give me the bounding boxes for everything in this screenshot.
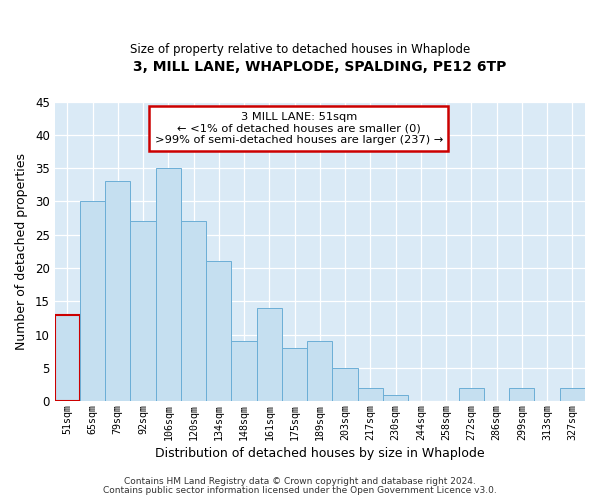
Text: Contains HM Land Registry data © Crown copyright and database right 2024.: Contains HM Land Registry data © Crown c… [124,477,476,486]
Bar [80,202,105,402]
Text: Contains public sector information licensed under the Open Government Licence v3: Contains public sector information licen… [103,486,497,495]
Text: 3 MILL LANE: 51sqm
← <1% of detached houses are smaller (0)
>99% of semi-detache: 3 MILL LANE: 51sqm ← <1% of detached hou… [155,112,443,145]
Bar [560,388,585,402]
Bar [130,222,155,402]
Bar [257,308,282,402]
Bar [383,394,408,402]
Bar [282,348,307,402]
Y-axis label: Number of detached properties: Number of detached properties [15,153,28,350]
Bar [332,368,358,402]
X-axis label: Distribution of detached houses by size in Whaplode: Distribution of detached houses by size … [155,447,485,460]
Title: 3, MILL LANE, WHAPLODE, SPALDING, PE12 6TP: 3, MILL LANE, WHAPLODE, SPALDING, PE12 6… [133,60,506,74]
Bar [232,342,257,402]
Text: Size of property relative to detached houses in Whaplode: Size of property relative to detached ho… [130,42,470,56]
Bar [55,314,80,402]
Bar [459,388,484,402]
Bar [509,388,535,402]
Bar [307,342,332,402]
Bar [155,168,181,402]
Bar [181,222,206,402]
Bar [105,182,130,402]
Bar [358,388,383,402]
Bar [206,262,232,402]
